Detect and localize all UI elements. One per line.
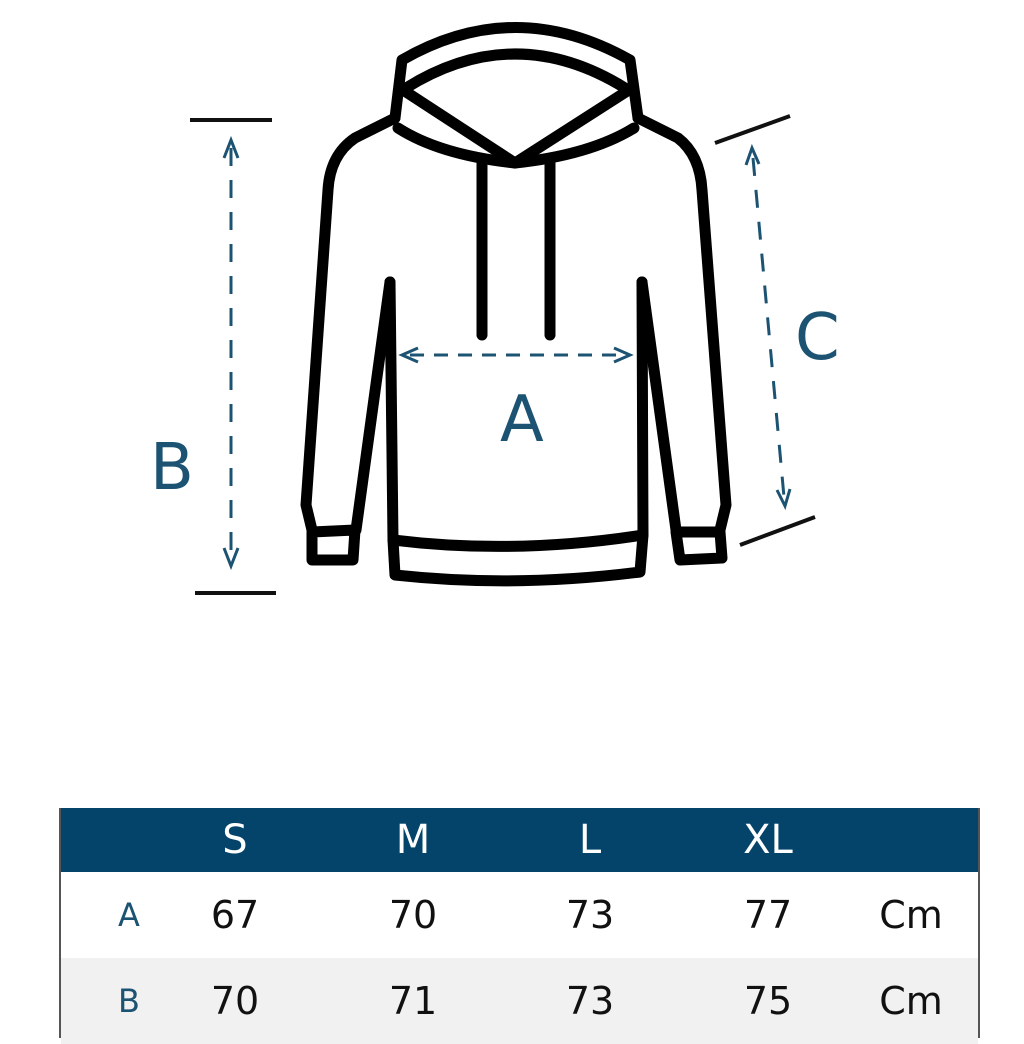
cell: 70 (388, 893, 438, 937)
label-c: C (795, 301, 840, 375)
unit: Cm (879, 979, 943, 1023)
size-table: S M L XL A 67 70 73 77 Cm B 70 71 73 75 … (59, 808, 980, 1044)
header-xl: XL (743, 817, 793, 863)
cell: 75 (743, 979, 793, 1023)
cell: 73 (565, 979, 615, 1023)
row-label: B (118, 982, 140, 1020)
measure-lines (190, 114, 816, 595)
header-m: M (395, 817, 431, 863)
cell: 73 (565, 893, 615, 937)
unit: Cm (879, 893, 943, 937)
cell: 67 (210, 893, 260, 937)
cell: 71 (388, 979, 438, 1023)
hoodie-diagram (190, 22, 816, 595)
hoodie-outline (300, 22, 732, 587)
table-header: S M L XL (61, 808, 978, 872)
label-a: A (500, 383, 544, 457)
cell: 77 (743, 893, 793, 937)
label-b: B (150, 431, 194, 505)
header-l: L (578, 817, 602, 863)
table-row: B 70 71 73 75 Cm (61, 958, 978, 1044)
cell: 70 (210, 979, 260, 1023)
table-row: A 67 70 73 77 Cm (61, 872, 978, 958)
row-label: A (118, 896, 140, 934)
header-s: S (222, 817, 248, 863)
